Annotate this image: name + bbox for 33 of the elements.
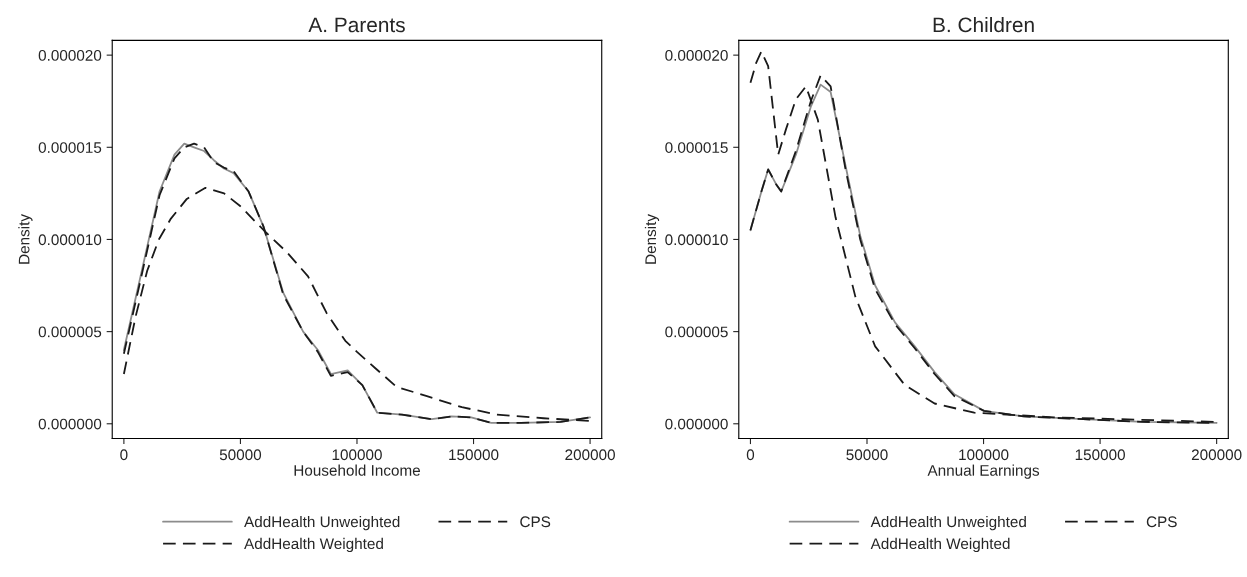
y-tick-label: 0.000000 xyxy=(38,418,102,430)
y-tick-label: 0.000020 xyxy=(38,50,102,61)
x-tick-label: 50000 xyxy=(219,449,262,461)
y-tick-label: 0.000000 xyxy=(665,418,728,430)
legend-label: CPS xyxy=(520,516,551,528)
legend-label: CPS xyxy=(1146,516,1177,528)
x-axis-title: Annual Earnings xyxy=(927,464,1040,479)
y-axis-title: Density xyxy=(644,214,660,264)
x-tick-label: 200000 xyxy=(565,449,615,461)
chart-title: A. Parents xyxy=(308,17,405,33)
y-tick-label: 0.000020 xyxy=(665,50,728,61)
y-tick-label: 0.000010 xyxy=(38,234,102,246)
x-tick-label: 50000 xyxy=(846,449,888,461)
x-tick-label: 0 xyxy=(120,449,128,461)
x-tick-label: 150000 xyxy=(1075,449,1125,461)
chart-title: B. Children xyxy=(933,16,1034,33)
legend-label: AddHealth Weighted xyxy=(870,537,1010,553)
line-series xyxy=(122,142,591,424)
y-tick-label: 0.000005 xyxy=(38,326,102,338)
x-tick-label: 150000 xyxy=(449,449,499,461)
x-tick-label: 0 xyxy=(746,449,755,461)
legend-label: AddHealth Weighted xyxy=(244,537,383,553)
legend-label: AddHealth Unweighted xyxy=(870,515,1026,531)
x-tick-label: 100000 xyxy=(959,449,1009,461)
x-axis-title: Household Income xyxy=(294,464,420,476)
y-axis-title: Density xyxy=(18,214,33,264)
x-tick-label: 100000 xyxy=(332,449,382,461)
y-tick-label: 0.000005 xyxy=(665,326,728,338)
y-tick-label: 0.000015 xyxy=(38,142,102,153)
y-tick-label: 0.000010 xyxy=(665,234,728,246)
y-tick-label: 0.000015 xyxy=(665,142,728,153)
x-tick-label: 200000 xyxy=(1191,449,1242,461)
legend-label: AddHealth Unweighted xyxy=(244,515,400,531)
